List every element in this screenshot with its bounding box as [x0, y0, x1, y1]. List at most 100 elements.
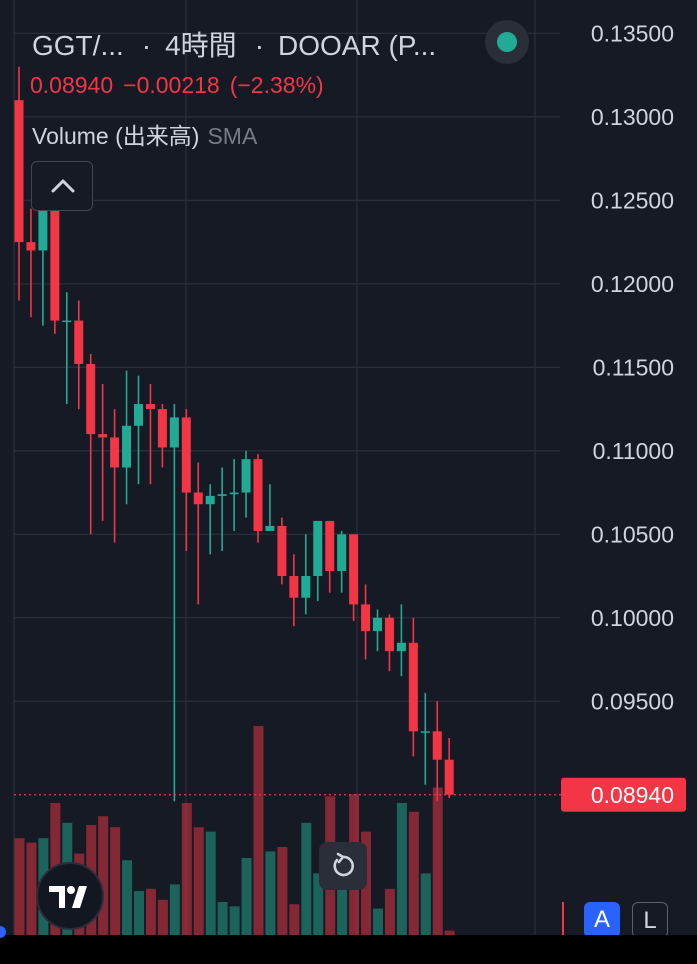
- y-tick-label: 0.13000: [591, 104, 674, 130]
- candle-body: [289, 576, 299, 598]
- candle-body: [50, 192, 60, 321]
- log-scale-button[interactable]: L: [632, 902, 668, 935]
- candle-body: [134, 404, 143, 426]
- separator: ·: [254, 30, 265, 61]
- candle-body: [217, 494, 227, 496]
- candle-body: [193, 492, 203, 505]
- candle-body: [373, 617, 382, 632]
- separator: ·: [141, 30, 152, 61]
- volume-bar: [253, 726, 264, 935]
- candle-body: [181, 417, 191, 493]
- y-tick-label: 0.09500: [591, 688, 674, 714]
- volume-bar: [444, 930, 455, 935]
- candle-body: [169, 417, 179, 448]
- y-tick-label: 0.11000: [593, 438, 674, 464]
- candle-body: [420, 731, 430, 733]
- volume-bar: [145, 888, 156, 935]
- volume-bar: [229, 906, 240, 935]
- y-tick-label: 0.13500: [591, 20, 674, 46]
- volume-bar: [157, 899, 168, 935]
- last-price-box: [561, 777, 686, 812]
- candle-body: [98, 434, 108, 438]
- candle-body: [38, 192, 48, 251]
- volume-bar: [373, 908, 383, 935]
- volume-bar: [181, 803, 192, 935]
- price-change: −0.00218: [123, 72, 220, 98]
- interval[interactable]: 4時間: [165, 30, 237, 61]
- exchange: DOOAR (P...: [278, 30, 437, 61]
- candle-body: [86, 363, 96, 435]
- volume-bar: [14, 838, 25, 935]
- volume-bar: [277, 847, 288, 935]
- candle-body: [14, 100, 24, 243]
- volume-bar: [313, 873, 324, 935]
- price-axis[interactable]: 0.13500 0.13000 0.12500 0.12000 0.11500 0.110…: [562, 20, 674, 935]
- volume-bar: [289, 904, 300, 935]
- candle-body: [122, 425, 132, 468]
- last-price: 0.08940: [30, 72, 114, 98]
- volume-bar: [265, 851, 276, 935]
- volume-bar: [408, 811, 419, 935]
- candle-body: [325, 520, 335, 572]
- candle-body: [157, 409, 167, 448]
- volume-bar: [193, 827, 204, 935]
- candle-body: [145, 404, 155, 410]
- y-tick-label: 0.11500: [593, 354, 674, 380]
- symbol-name[interactable]: GGT/...: [32, 30, 124, 61]
- volume-bar: [396, 803, 407, 935]
- grid-lines: [13, 0, 560, 935]
- volume-label: Volume (出来高): [32, 123, 200, 149]
- volume-bar: [337, 886, 348, 935]
- status-dot-icon: [497, 32, 517, 52]
- volume-bar: [122, 860, 133, 935]
- y-tick-label: 0.12000: [591, 271, 674, 297]
- candle-body: [229, 492, 239, 495]
- candle-body: [361, 604, 371, 632]
- candle-body: [337, 534, 347, 572]
- chart-area[interactable]: 0.13500 0.13000 0.12500 0.12000 0.11500 0.110…: [0, 0, 697, 935]
- last-price-tag: 0.08940: [561, 777, 686, 812]
- market-status[interactable]: [485, 20, 529, 64]
- candle-body: [396, 642, 406, 652]
- volume-bar: [169, 884, 180, 935]
- candle-body: [408, 642, 418, 732]
- candles: [14, 66, 454, 802]
- price-info: 0.08940 −0.00218 (−2.38%): [30, 72, 334, 99]
- symbol-info[interactable]: GGT/... · 4時間 · DOOAR (P...: [32, 24, 436, 64]
- y-tick-label: 0.10500: [591, 521, 674, 547]
- candle-body: [265, 525, 275, 531]
- collapse-legend-button[interactable]: [31, 161, 93, 211]
- volume-ma-label: SMA: [207, 123, 258, 149]
- volume-bar: [420, 873, 431, 935]
- edge-indicator: [0, 926, 6, 938]
- candle-body: [26, 242, 36, 251]
- price-change-percent: (−2.38%): [229, 72, 324, 98]
- volume-bar: [205, 831, 216, 935]
- volume-legend[interactable]: Volume (出来高) SMA: [32, 117, 257, 151]
- volume-bar: [134, 891, 144, 935]
- candle-body: [110, 437, 120, 468]
- tradingview-logo-icon[interactable]: [36, 862, 104, 930]
- y-tick-label: 0.12500: [591, 187, 674, 213]
- candle-body: [277, 525, 287, 577]
- reset-chart-button[interactable]: [319, 842, 367, 890]
- candle-body: [432, 731, 442, 760]
- candle-body: [205, 495, 215, 505]
- volume-bar: [110, 827, 121, 935]
- reset-chart-icon: [333, 852, 355, 877]
- volume-bar: [26, 842, 37, 935]
- candle-body: [74, 320, 84, 364]
- candle-body: [313, 520, 323, 577]
- volume-bar: [98, 816, 109, 935]
- candle-body: [253, 459, 263, 531]
- auto-scale-button[interactable]: A: [584, 902, 620, 935]
- chevron-up-icon: [51, 179, 75, 193]
- candle-body: [444, 759, 454, 795]
- bottom-bar: [0, 935, 697, 964]
- volume-bar: [384, 888, 395, 935]
- y-tick-label: 0.10000: [591, 605, 674, 631]
- volume-bar: [301, 822, 312, 935]
- last-price-label: 0.08940: [591, 782, 674, 808]
- candle-body: [241, 459, 251, 493]
- volume-bar: [217, 902, 228, 935]
